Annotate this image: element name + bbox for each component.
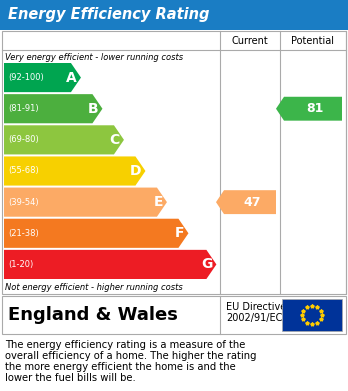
Polygon shape bbox=[4, 156, 145, 186]
Polygon shape bbox=[4, 63, 81, 92]
Polygon shape bbox=[216, 190, 276, 214]
Polygon shape bbox=[4, 250, 216, 279]
Bar bbox=[2, 31, 346, 294]
Text: The energy efficiency rating is a measure of the: The energy efficiency rating is a measur… bbox=[5, 340, 245, 350]
Text: Energy Efficiency Rating: Energy Efficiency Rating bbox=[8, 7, 209, 23]
Text: C: C bbox=[110, 133, 120, 147]
Text: D: D bbox=[130, 164, 141, 178]
Text: (69-80): (69-80) bbox=[8, 135, 39, 144]
Polygon shape bbox=[4, 94, 102, 123]
Text: 81: 81 bbox=[306, 102, 324, 115]
Text: (92-100): (92-100) bbox=[8, 73, 44, 82]
Text: 2002/91/EC: 2002/91/EC bbox=[226, 313, 282, 323]
Text: F: F bbox=[175, 226, 184, 240]
Polygon shape bbox=[4, 219, 189, 248]
Text: (55-68): (55-68) bbox=[8, 167, 39, 176]
Bar bbox=[0, 0, 348, 30]
Text: the more energy efficient the home is and the: the more energy efficient the home is an… bbox=[5, 362, 236, 372]
Bar bbox=[282, 299, 342, 331]
Text: (39-54): (39-54) bbox=[8, 197, 39, 206]
Text: A: A bbox=[66, 70, 77, 84]
Text: Not energy efficient - higher running costs: Not energy efficient - higher running co… bbox=[5, 283, 183, 292]
Polygon shape bbox=[4, 188, 167, 217]
Text: B: B bbox=[88, 102, 98, 116]
Text: England & Wales: England & Wales bbox=[8, 306, 178, 324]
Text: (81-91): (81-91) bbox=[8, 104, 39, 113]
Text: 47: 47 bbox=[243, 196, 261, 209]
Text: lower the fuel bills will be.: lower the fuel bills will be. bbox=[5, 373, 136, 383]
Text: G: G bbox=[201, 257, 212, 271]
Text: (21-38): (21-38) bbox=[8, 229, 39, 238]
Text: overall efficiency of a home. The higher the rating: overall efficiency of a home. The higher… bbox=[5, 351, 256, 361]
Text: EU Directive: EU Directive bbox=[226, 302, 286, 312]
Text: (1-20): (1-20) bbox=[8, 260, 33, 269]
Polygon shape bbox=[4, 125, 124, 154]
Polygon shape bbox=[276, 97, 342, 121]
Text: Current: Current bbox=[232, 36, 268, 46]
Text: Potential: Potential bbox=[292, 36, 334, 46]
Bar bbox=[2, 296, 346, 334]
Text: E: E bbox=[153, 195, 163, 209]
Text: Very energy efficient - lower running costs: Very energy efficient - lower running co… bbox=[5, 52, 183, 61]
